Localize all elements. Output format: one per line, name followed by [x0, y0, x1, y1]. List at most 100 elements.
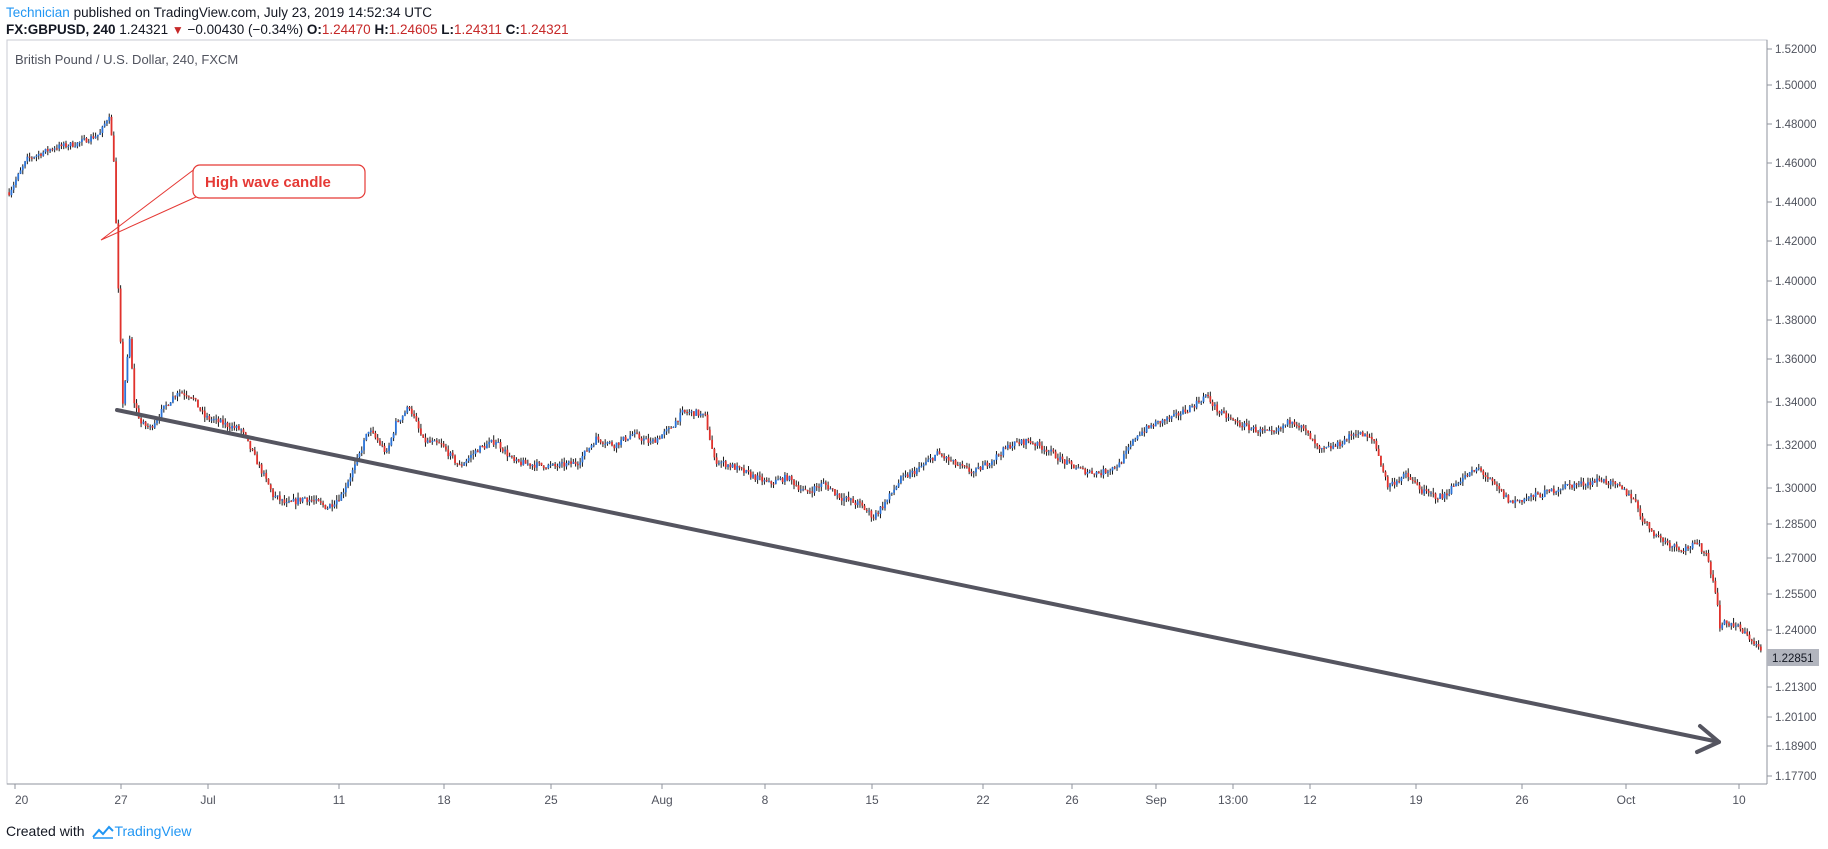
- candle: [151, 424, 154, 431]
- candle: [1493, 479, 1496, 485]
- candle: [301, 497, 304, 504]
- candle-body: [442, 443, 445, 447]
- candle: [563, 457, 566, 471]
- candle: [574, 458, 577, 467]
- candle: [172, 391, 174, 404]
- candle-body: [1605, 479, 1608, 484]
- candle-body: [203, 410, 206, 418]
- candle-body: [28, 156, 31, 158]
- candle: [30, 156, 33, 162]
- candle-body: [968, 467, 971, 472]
- price-axis[interactable]: 1.520001.500001.480001.460001.440001.420…: [1767, 44, 1817, 783]
- candle: [727, 464, 729, 470]
- candle: [438, 439, 441, 444]
- candle-body: [1056, 458, 1059, 461]
- candle-body: [606, 442, 609, 444]
- candle: [970, 468, 973, 477]
- candle-body: [1550, 488, 1553, 492]
- candle-body: [1391, 481, 1394, 485]
- candle-body: [1600, 480, 1603, 482]
- candle: [1391, 477, 1394, 487]
- candle: [1168, 414, 1171, 423]
- candle: [1664, 537, 1667, 545]
- candle: [1134, 437, 1137, 442]
- candle-body: [1539, 494, 1542, 498]
- candle-body: [317, 499, 320, 502]
- candle-body: [811, 491, 814, 493]
- candle-body: [322, 502, 324, 505]
- candle-body: [40, 153, 42, 156]
- candle-body: [94, 136, 97, 139]
- candle-body: [1225, 412, 1228, 418]
- author-link[interactable]: Technician: [6, 5, 70, 20]
- candle: [315, 495, 318, 504]
- candle-body: [975, 468, 977, 473]
- candle: [1006, 441, 1009, 451]
- high-label: H:: [374, 22, 389, 37]
- candle-body: [829, 488, 832, 490]
- candle-body: [1402, 473, 1405, 478]
- candle: [224, 418, 227, 429]
- candle: [1584, 483, 1587, 490]
- candle-body: [510, 456, 513, 458]
- candle-body: [1411, 479, 1414, 481]
- candle-body: [1134, 439, 1137, 441]
- candle: [1618, 481, 1621, 487]
- candle: [1505, 492, 1507, 498]
- candle: [1386, 475, 1389, 490]
- candle-body: [718, 463, 720, 465]
- candle: [670, 426, 673, 429]
- candle: [959, 462, 961, 469]
- time-tick-label: 11: [333, 793, 346, 807]
- candle: [440, 438, 443, 448]
- candle: [1382, 463, 1385, 473]
- candle: [1029, 437, 1032, 445]
- candle: [520, 457, 522, 467]
- candle: [1250, 427, 1253, 431]
- created-with-text: Created with: [6, 823, 85, 839]
- candle-body: [993, 459, 996, 462]
- candle-body: [745, 470, 748, 473]
- candle: [1612, 478, 1614, 487]
- candle: [1637, 499, 1639, 513]
- candle-body: [1173, 413, 1175, 417]
- candle-body: [1389, 484, 1391, 488]
- candle-body: [1525, 498, 1528, 500]
- candle: [743, 464, 745, 476]
- candle: [90, 134, 92, 145]
- trendline-arrow[interactable]: [115, 408, 1721, 754]
- candle: [342, 488, 345, 499]
- candle-body: [292, 498, 295, 502]
- candle: [8, 188, 11, 197]
- candle: [549, 461, 552, 469]
- candle: [1236, 417, 1239, 427]
- candle: [1395, 479, 1398, 487]
- candle: [83, 134, 86, 141]
- candle-body: [608, 442, 611, 444]
- candle-body: [938, 451, 941, 455]
- candle-body: [24, 161, 26, 167]
- candle: [58, 141, 61, 152]
- candle: [1643, 518, 1646, 525]
- candle-body: [806, 489, 809, 492]
- candle-body: [868, 510, 870, 512]
- candle-body: [722, 461, 725, 463]
- candle-body: [1746, 631, 1749, 635]
- candle-body: [392, 433, 395, 439]
- candle-body: [927, 459, 930, 462]
- candle-body: [881, 506, 884, 509]
- candle: [747, 466, 750, 475]
- candle: [1368, 433, 1371, 438]
- candle-body: [1059, 456, 1062, 461]
- candle-body: [1238, 422, 1241, 427]
- price-chart[interactable]: British Pound / U.S. Dollar, 240, FXCM 1…: [0, 0, 1828, 820]
- candle-body: [1750, 639, 1753, 642]
- tradingview-link[interactable]: TradingView: [114, 823, 192, 839]
- time-axis[interactable]: 20 27 Jul 11 18 25 Aug 8 15 22 26 Sep 13:00 12 19 26 Oct…: [14, 784, 1746, 807]
- candle-body: [1248, 424, 1250, 431]
- annotation-callout[interactable]: High wave candle: [100, 164, 366, 241]
- candle-body: [1289, 420, 1291, 424]
- candle: [1013, 441, 1016, 450]
- candle-body: [1480, 467, 1482, 471]
- candle-body: [65, 143, 67, 147]
